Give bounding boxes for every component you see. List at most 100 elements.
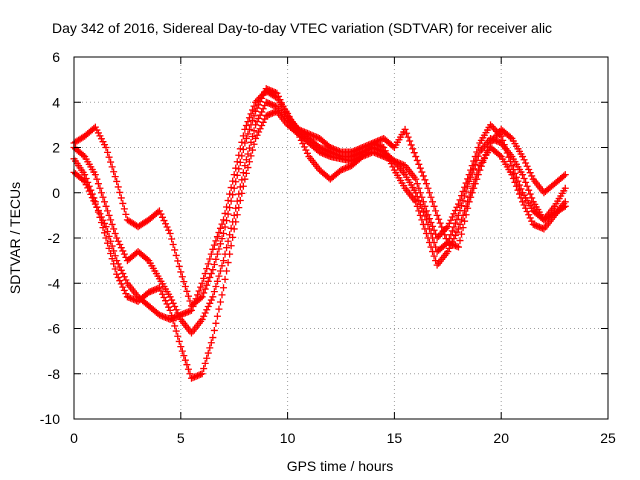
data-point xyxy=(450,210,458,218)
data-point xyxy=(209,293,217,301)
data-point xyxy=(259,91,267,99)
data-point xyxy=(461,183,469,191)
data-point xyxy=(220,229,228,237)
data-point xyxy=(157,287,165,295)
data-point xyxy=(200,289,208,297)
data-point xyxy=(406,137,414,145)
data-point xyxy=(444,248,452,256)
data-point xyxy=(448,227,456,235)
data-point xyxy=(512,182,520,190)
x-tick-label: 20 xyxy=(493,430,509,446)
data-point xyxy=(169,317,177,325)
data-point xyxy=(473,156,481,164)
data-point xyxy=(210,288,218,296)
data-point xyxy=(435,215,443,223)
data-point xyxy=(160,293,168,301)
data-point xyxy=(198,370,206,378)
data-point xyxy=(184,365,192,373)
data-point xyxy=(458,230,466,238)
data-point xyxy=(204,260,212,268)
data-point xyxy=(91,198,99,206)
data-point xyxy=(110,260,118,268)
y-tick-label: -10 xyxy=(40,411,60,427)
data-point xyxy=(181,282,189,290)
data-point xyxy=(247,121,255,129)
data-point xyxy=(387,160,395,168)
data-point xyxy=(224,237,232,245)
data-point xyxy=(413,202,421,210)
data-point xyxy=(451,219,459,227)
data-point xyxy=(465,177,473,185)
data-point xyxy=(113,257,121,265)
data-point xyxy=(249,116,257,124)
data-point xyxy=(166,306,174,314)
data-point xyxy=(468,189,476,197)
data-point xyxy=(158,213,166,221)
data-point xyxy=(229,233,237,241)
data-point xyxy=(204,303,212,311)
data-point xyxy=(413,180,421,188)
data-point xyxy=(491,126,499,134)
data-point xyxy=(221,275,229,283)
data-point xyxy=(427,193,435,201)
data-point xyxy=(215,245,223,253)
data-point xyxy=(104,148,112,156)
data-point xyxy=(200,365,208,373)
data-point xyxy=(249,146,257,154)
data-point xyxy=(174,332,182,340)
data-point xyxy=(245,158,253,166)
data-point xyxy=(184,292,192,300)
data-point xyxy=(444,223,452,231)
data-point xyxy=(464,204,472,212)
data-point xyxy=(561,171,569,179)
data-point xyxy=(430,226,438,234)
data-point xyxy=(200,312,208,320)
data-point xyxy=(174,257,182,265)
data-point xyxy=(430,252,438,260)
data-point xyxy=(88,190,96,198)
data-point xyxy=(155,284,163,292)
y-tick-label: 6 xyxy=(52,49,60,65)
data-point xyxy=(212,255,220,263)
data-point xyxy=(232,218,240,226)
data-point xyxy=(506,133,514,141)
data-point xyxy=(523,207,531,215)
data-point xyxy=(247,152,255,160)
data-point xyxy=(241,175,249,183)
data-point xyxy=(389,142,397,150)
data-point xyxy=(465,198,473,206)
data-point xyxy=(299,140,307,148)
data-point xyxy=(256,111,264,119)
data-point xyxy=(114,273,122,281)
data-point xyxy=(412,189,420,197)
data-point xyxy=(454,243,462,251)
data-point xyxy=(223,217,231,225)
data-point xyxy=(279,102,287,110)
data-point xyxy=(253,97,261,105)
data-point xyxy=(197,283,205,291)
data-point xyxy=(516,181,524,189)
data-point xyxy=(119,283,127,291)
data-point xyxy=(207,296,215,304)
data-point xyxy=(203,265,211,273)
data-point xyxy=(413,156,421,164)
data-point xyxy=(169,299,177,307)
data-point xyxy=(425,239,433,247)
data-point xyxy=(477,162,485,170)
data-point xyxy=(520,156,528,164)
data-point xyxy=(526,169,534,177)
data-point xyxy=(198,293,206,301)
data-point xyxy=(213,277,221,285)
data-point xyxy=(389,163,397,171)
data-point xyxy=(201,270,209,278)
data-point xyxy=(241,139,249,147)
data-point xyxy=(415,160,423,168)
data-point xyxy=(220,257,228,265)
data-point xyxy=(519,171,527,179)
data-point xyxy=(233,211,241,219)
data-point xyxy=(409,145,417,153)
data-point xyxy=(111,229,119,237)
data-point xyxy=(203,306,211,314)
data-point xyxy=(186,370,194,378)
